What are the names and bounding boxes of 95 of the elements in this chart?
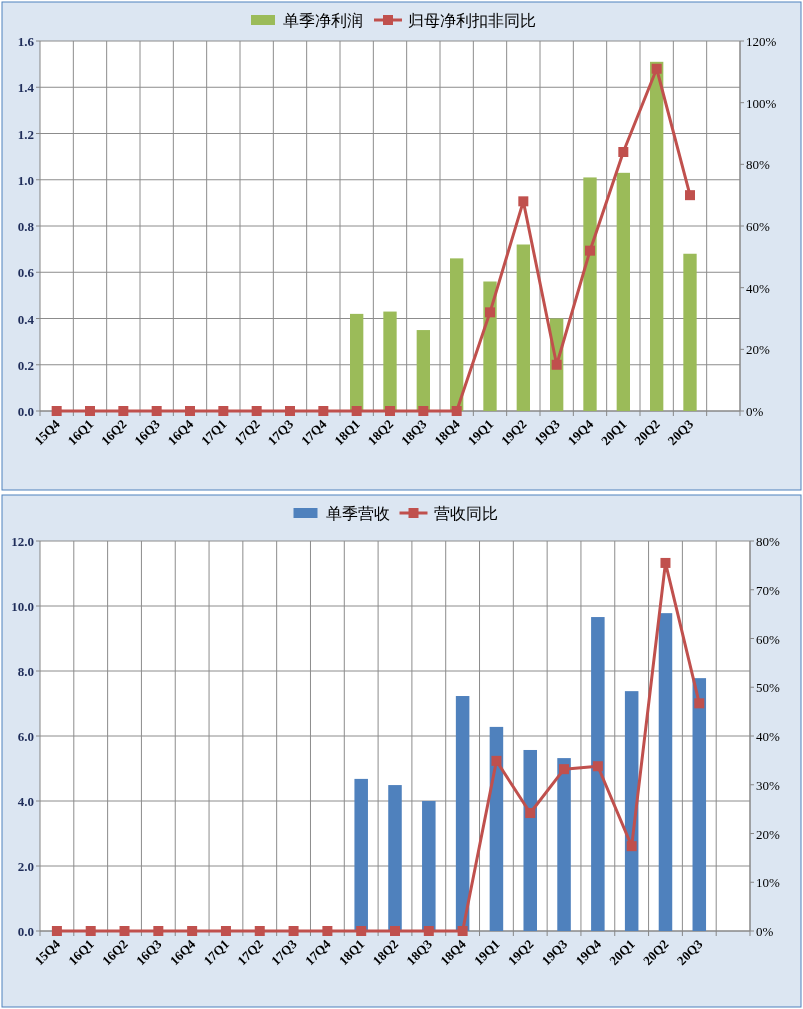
point: [85, 406, 95, 416]
bar: [591, 617, 605, 931]
y-tick-label: 0.0: [17, 404, 34, 419]
y2-tick-label: 0%: [746, 404, 764, 419]
point: [220, 926, 231, 936]
bar: [350, 313, 364, 411]
point: [187, 926, 198, 936]
y2-tick-label: 100%: [746, 95, 777, 111]
point: [423, 926, 434, 936]
bar: [650, 61, 664, 411]
point: [694, 698, 705, 709]
y-tick-label: 12.0: [11, 534, 34, 549]
y2-tick-label: 0%: [756, 924, 774, 939]
point: [318, 406, 329, 416]
bar: [683, 253, 697, 411]
y2-tick-label: 10%: [756, 875, 780, 891]
point: [685, 190, 695, 201]
bar: [557, 758, 571, 931]
point: [322, 926, 333, 936]
y-tick-label: 0.8: [17, 219, 35, 234]
point: [218, 406, 229, 416]
point: [51, 406, 62, 416]
point: [660, 557, 671, 568]
point: [457, 926, 468, 936]
bar: [489, 726, 504, 931]
point: [118, 406, 129, 416]
y2-tick-label: 20%: [746, 342, 770, 358]
point: [390, 926, 400, 936]
y-tick-label: 0.4: [17, 311, 35, 327]
bar: [455, 696, 470, 931]
bar: [354, 778, 368, 931]
point: [51, 926, 62, 936]
y-tick-label: 1.6: [17, 34, 35, 49]
point: [618, 147, 629, 157]
point: [251, 406, 262, 416]
legend-label: 单季净利润: [283, 11, 363, 30]
y-tick-label: 4.0: [17, 794, 34, 809]
point: [285, 406, 295, 416]
point: [288, 926, 299, 936]
point: [119, 926, 130, 936]
y-tick-label: 6.0: [17, 729, 34, 744]
y2-tick-label: 40%: [756, 729, 780, 744]
y-tick-label: 0.6: [17, 265, 35, 281]
y2-tick-label: 20%: [756, 826, 780, 842]
point: [385, 406, 395, 416]
y2-tick-label: 80%: [756, 534, 780, 549]
legend-label: 单季营收: [325, 504, 390, 523]
point: [85, 926, 96, 936]
y2-tick-label: 40%: [746, 280, 770, 296]
bar: [523, 749, 537, 931]
bar: [422, 801, 436, 931]
y-tick-label: 2.0: [17, 859, 34, 874]
bar: [516, 244, 530, 411]
legend-label: 营收同比: [433, 504, 498, 523]
point: [254, 926, 265, 936]
y2-tick-label: 60%: [746, 219, 770, 234]
bar: [692, 678, 707, 931]
point: [559, 764, 570, 775]
point: [491, 755, 502, 766]
point: [626, 841, 637, 852]
y-tick-label: 10.0: [11, 599, 34, 614]
bar: [416, 330, 430, 411]
y2-tick-label: 30%: [756, 777, 780, 793]
point: [485, 307, 495, 318]
bar: [450, 258, 464, 411]
point: [592, 761, 603, 772]
point: [351, 406, 362, 416]
bar: [658, 613, 673, 931]
y2-tick-label: 50%: [756, 680, 780, 696]
bar: [388, 785, 402, 931]
point: [418, 406, 429, 416]
y2-tick-label: 60%: [756, 631, 780, 647]
y2-tick-label: 80%: [746, 157, 770, 173]
point: [451, 406, 462, 416]
point: [356, 926, 367, 936]
point: [151, 406, 162, 416]
y-tick-label: 1.4: [17, 80, 35, 96]
point: [525, 808, 536, 819]
y-tick-label: 0.2: [17, 357, 34, 373]
y-tick-label: 1.2: [17, 126, 34, 142]
y-tick-label: 8.0: [17, 664, 34, 679]
y-tick-label: 0.0: [17, 924, 34, 939]
y2-tick-label: 70%: [756, 582, 780, 598]
point: [153, 926, 164, 936]
point: [185, 406, 195, 416]
point: [518, 196, 529, 207]
point: [585, 245, 595, 256]
point: [551, 359, 562, 370]
bar: [616, 172, 630, 411]
y2-tick-label: 120%: [746, 34, 777, 49]
bar: [583, 177, 597, 411]
legend-label: 归母净利扣非同比: [408, 11, 536, 30]
y-tick-label: 1.0: [17, 172, 34, 188]
point: [651, 63, 662, 74]
bar: [383, 311, 397, 411]
